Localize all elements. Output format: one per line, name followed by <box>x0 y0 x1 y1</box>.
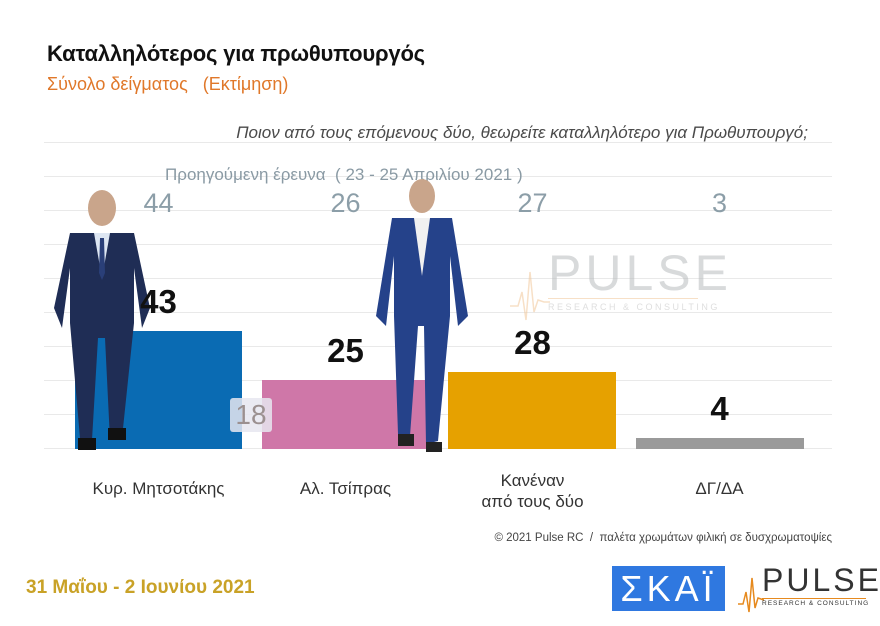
xlabel-text: Αλ. Τσίπρας <box>299 479 392 498</box>
bar-mitsotakis <box>75 331 242 449</box>
xlabel-text-line2: από τους δύο <box>481 492 584 511</box>
chart-subtitle: Σύνολο δείγματος (Εκτίμηση) <box>47 74 289 94</box>
bar-none <box>448 372 616 449</box>
pulse-wave-icon <box>510 271 550 321</box>
annotation-18: 18 <box>230 398 272 432</box>
value-tsipras: 25 <box>327 332 364 369</box>
xlabel-tsipras: Αλ. Τσίπρας <box>262 478 429 499</box>
bar-dk-na <box>636 438 804 449</box>
chart-title: Καταλληλότερος για πρωθυπουργός <box>47 41 425 66</box>
previous-value-tsipras: 26 <box>330 188 361 218</box>
gridline <box>44 210 832 211</box>
previous-survey-label: Προηγούμενη έρευνα ( 23 - 25 Απριλίου 20… <box>165 165 523 184</box>
survey-question: Ποιον από τους επόμενους δύο, θεωρείτε κ… <box>236 123 808 142</box>
xlabel-none: Κανέναν από τους δύο <box>449 470 616 512</box>
pulse-logo: PULSE RESEARCH & CONSULTING <box>738 562 879 614</box>
pulse-logo-line <box>762 598 866 599</box>
gridline <box>44 142 832 143</box>
skai-logo: ΣΚΑΪ <box>612 566 725 611</box>
value-mitsotakis: 43 <box>140 283 177 320</box>
pulse-wave-icon <box>738 577 764 613</box>
value-dk-na: 4 <box>710 390 729 427</box>
pulse-watermark: PULSE RESEARCH & CONSULTING <box>510 244 728 321</box>
watermark-line <box>548 298 698 299</box>
survey-date: 31 Μαΐου - 2 Ιουνίου 2021 <box>26 577 255 598</box>
pulse-logo-word: PULSE <box>762 562 880 598</box>
value-none: 28 <box>514 324 551 361</box>
previous-value-dk: 3 <box>711 188 728 218</box>
pulse-logo-sub: RESEARCH & CONSULTING <box>762 600 870 607</box>
watermark-word: PULSE <box>548 245 732 301</box>
xlabel-text: ΔΓ/ΔΑ <box>695 479 744 498</box>
xlabel-dk-na: ΔΓ/ΔΑ <box>636 478 803 499</box>
copyright-note: © 2021 Pulse RC / παλέτα χρωμάτων φιλική… <box>494 532 832 544</box>
xlabel-text-line1: Κανέναν <box>500 471 565 490</box>
previous-value-mitsotakis: 44 <box>143 188 174 218</box>
tsipras-photo <box>376 179 468 452</box>
mitsotakis-photo <box>54 190 150 450</box>
previous-value-none: 27 <box>517 188 548 218</box>
xlabel-mitsotakis: Κυρ. Μητσοτάκης <box>75 478 242 499</box>
gridline <box>44 176 832 177</box>
xlabel-text: Κυρ. Μητσοτάκης <box>92 479 225 498</box>
watermark-sub: RESEARCH & CONSULTING <box>548 302 720 312</box>
